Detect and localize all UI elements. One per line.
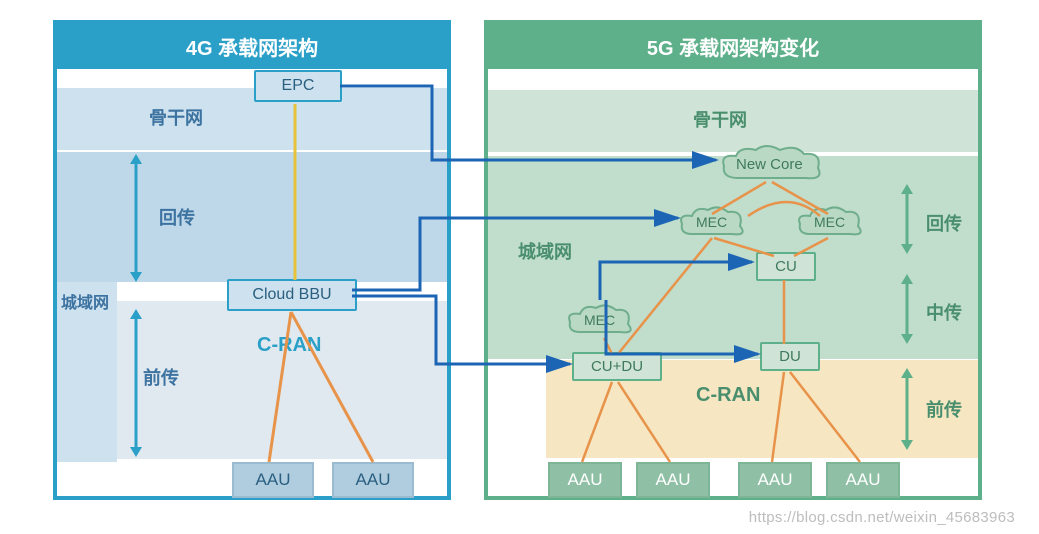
node-5g-aau-3: AAU <box>738 462 812 498</box>
node-cloud-bbu-text: Cloud BBU <box>252 286 331 303</box>
node-du: DU <box>760 342 820 371</box>
node-5g-aau-3-text: AAU <box>758 470 793 489</box>
node-4g-aau-1-text: AAU <box>256 470 291 489</box>
node-5g-aau-1-text: AAU <box>568 470 603 489</box>
node-cudu: CU+DU <box>572 352 662 381</box>
node-cudu-text: CU+DU <box>591 358 643 375</box>
node-5g-aau-4-text: AAU <box>846 470 881 489</box>
label-4g-backhaul: 回传 <box>159 204 195 230</box>
node-4g-aau-2: AAU <box>332 462 414 498</box>
panel-4g-title: 4G 承载网架构 <box>57 24 447 69</box>
band-4g-backhaul <box>57 152 447 282</box>
cloud-newcore: New Core <box>718 144 826 188</box>
node-4g-aau-2-text: AAU <box>356 470 391 489</box>
cloud-mec-3-text: MEC <box>584 312 615 328</box>
node-5g-aau-1: AAU <box>548 462 622 498</box>
panel-4g: 4G 承载网架构 骨干网 回传 城域网 前传 C-RAN EPC Cloud B… <box>53 20 451 500</box>
node-5g-aau-4: AAU <box>826 462 900 498</box>
cloud-mec-1: MEC <box>678 204 750 242</box>
node-5g-aau-2-text: AAU <box>656 470 691 489</box>
label-5g-metro: 城域网 <box>518 238 572 264</box>
arrow-5g-fronthaul <box>898 368 916 450</box>
node-epc-text: EPC <box>282 77 315 94</box>
arrow-5g-midhaul <box>898 274 916 344</box>
cloud-mec-1-text: MEC <box>696 214 727 230</box>
cloud-mec-3: MEC <box>566 302 638 340</box>
node-cu-text: CU <box>775 258 797 275</box>
node-5g-aau-2: AAU <box>636 462 710 498</box>
arrow-4g-backhaul <box>127 154 145 282</box>
band-4g-backbone <box>57 88 447 150</box>
label-5g-midhaul: 中传 <box>926 299 962 325</box>
watermark: https://blog.csdn.net/weixin_45683963 <box>749 509 1015 526</box>
panel-5g: 5G 承载网架构变化 骨干网 城域网 回传 中传 前传 C-RAN New Co… <box>484 20 982 500</box>
arrow-4g-fronthaul <box>127 309 145 457</box>
node-cu: CU <box>756 252 816 281</box>
label-4g-metro: 城域网 <box>61 289 109 313</box>
label-4g-fronthaul: 前传 <box>143 364 179 390</box>
node-epc: EPC <box>254 70 342 102</box>
node-du-text: DU <box>779 348 801 365</box>
label-4g-backbone: 骨干网 <box>149 104 203 130</box>
label-4g-cran: C-RAN <box>257 334 321 357</box>
label-5g-backhaul: 回传 <box>926 210 962 236</box>
label-5g-fronthaul: 前传 <box>926 396 962 422</box>
panel-5g-title: 5G 承载网架构变化 <box>488 24 978 69</box>
cloud-mec-2-text: MEC <box>814 214 845 230</box>
label-5g-backbone: 骨干网 <box>693 106 747 132</box>
node-4g-aau-1: AAU <box>232 462 314 498</box>
cloud-newcore-text: New Core <box>736 156 803 173</box>
node-cloud-bbu: Cloud BBU <box>227 279 357 311</box>
label-5g-cran: C-RAN <box>696 384 760 407</box>
cloud-mec-2: MEC <box>796 204 868 242</box>
arrow-5g-backhaul <box>898 184 916 254</box>
